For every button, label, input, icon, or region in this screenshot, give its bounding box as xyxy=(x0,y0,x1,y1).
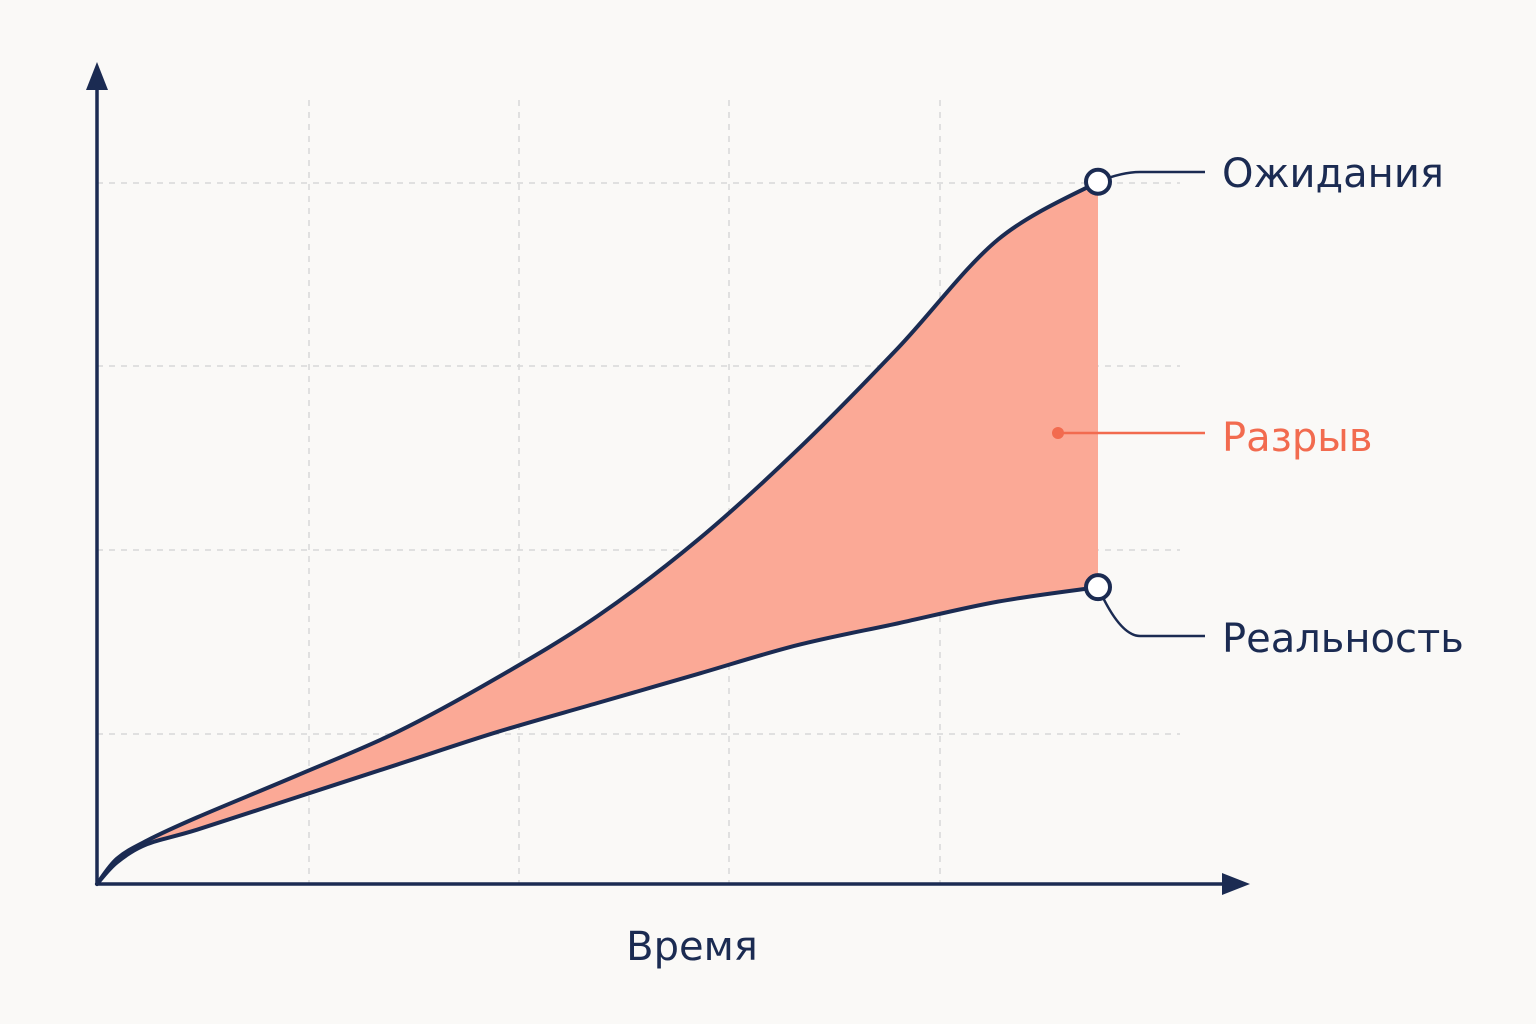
end-marker-reality xyxy=(1084,573,1112,602)
leader-line-reality xyxy=(1096,586,1205,638)
x-axis-label: Время xyxy=(626,924,758,970)
x-axis-arrow-icon xyxy=(1222,873,1250,895)
callouts xyxy=(1052,167,1205,638)
series-label-reality: Реальность xyxy=(1222,616,1464,662)
gap-area xyxy=(97,181,1098,885)
leader-line-expectations xyxy=(1097,170,1205,183)
series-line-expectations xyxy=(95,179,1100,886)
gap-dot xyxy=(1052,427,1064,439)
series-label-expectations: Ожидания xyxy=(1222,151,1444,197)
y-axis-arrow-icon xyxy=(86,62,108,90)
end-marker-expectations xyxy=(1084,167,1112,196)
series-line-reality xyxy=(95,585,1100,886)
axes xyxy=(86,62,1250,895)
gap-label: Разрыв xyxy=(1222,415,1372,461)
